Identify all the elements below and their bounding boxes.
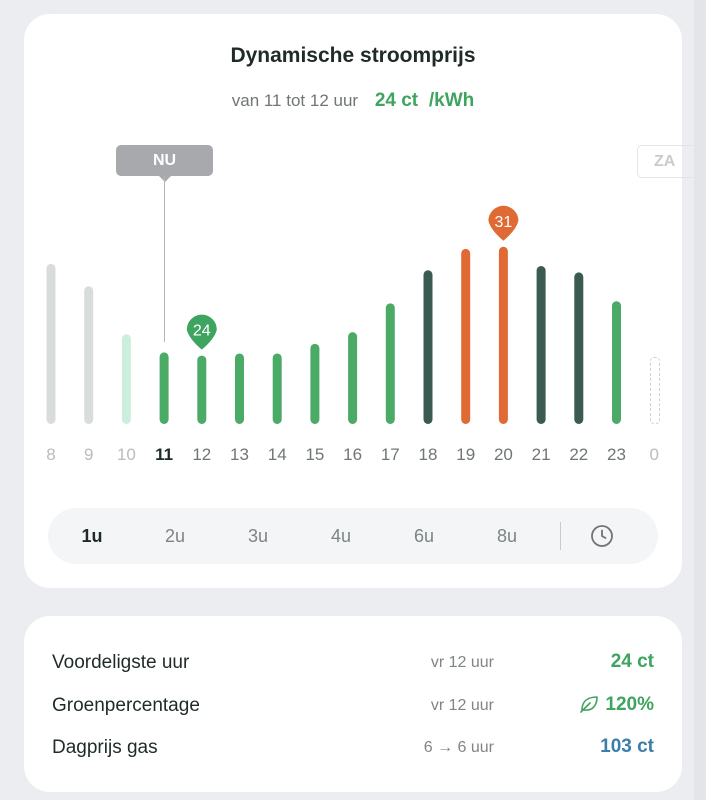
info-value: 103 ct [600,736,654,757]
info-label: Voordeligste uur [52,652,190,673]
info-label: Groenpercentage [52,695,200,716]
now-marker-line [164,176,165,342]
tick-label-8: 8 [46,445,55,464]
bar-11[interactable] [159,352,169,424]
tick-label-14: 14 [268,445,287,464]
info-time: vr 12 uur [430,697,494,714]
bar-15[interactable] [310,343,320,424]
tick-label-10: 10 [117,445,136,464]
tick-label-9: 9 [84,445,93,464]
bar-20[interactable] [498,246,508,424]
bar-18[interactable] [423,270,433,424]
price-max-pin: 31 [488,205,519,241]
leaf-icon [580,696,599,713]
subtitle-unit: /kWh [428,90,475,111]
tick-label-0: 0 [649,445,658,464]
price-min-pin: 24 [186,314,217,350]
bar-23[interactable] [612,301,621,424]
info-value-green: 120% [579,694,654,716]
tab-6u[interactable]: 6u [413,526,435,546]
info-card: Voordeligste uur vr 12 uur 24 ct Groenpe… [24,616,682,792]
card-subtitle: van 11 tot 12 uur 24 ct /kWh [24,90,682,112]
bar-19[interactable] [461,248,471,424]
tick-label-21: 21 [532,445,551,464]
tick-label-11: 11 [155,445,173,464]
clock-icon[interactable] [590,524,614,548]
price-card: Dynamische stroomprijs van 11 tot 12 uur… [24,14,697,588]
info-row-gas: Dagprijs gas 6 → 6 uur 103 ct [24,733,682,763]
duration-tabs: 1u 2u 3u 4u 6u 8u [48,508,658,564]
tick-label-13: 13 [230,445,249,464]
info-label: Dagprijs gas [52,737,158,758]
info-row-cheapest: Voordeligste uur vr 12 uur 24 ct [24,648,682,678]
tick-label-20: 20 [494,445,513,464]
bar-10[interactable] [121,334,131,424]
bar-9[interactable] [84,286,94,424]
price-chart[interactable]: 8 9 10 11 12 13 14 15 16 17 18 19 20 21 22 23 0 24 31 [24,14,682,474]
tick-label-23: 23 [607,445,626,464]
bar-22[interactable] [574,272,584,424]
tab-8u[interactable]: 8u [496,526,518,546]
subtitle-price: 24 ct [374,90,419,111]
tick-label-16: 16 [343,445,362,464]
tick-label-18: 18 [419,445,438,464]
info-value: 24 ct [610,651,654,672]
bar-12[interactable] [197,355,207,424]
tab-1u[interactable]: 1u [81,526,103,546]
tick-label-22: 22 [569,445,588,464]
bar-16[interactable] [348,332,358,424]
tick-label-15: 15 [305,445,324,464]
tab-3u[interactable]: 3u [247,526,269,546]
bar-14[interactable] [272,353,282,424]
bar-13[interactable] [235,353,244,424]
info-time: 6 → 6 uur [423,739,494,756]
info-row-green: Groenpercentage vr 12 uur 120% [24,691,682,721]
info-time: vr 12 uur [430,654,494,671]
tab-2u[interactable]: 2u [164,526,186,546]
bar-placeholder-0 [650,357,660,424]
info-value: 120% [605,694,654,715]
bar-21[interactable] [536,266,546,424]
bar-8[interactable] [46,263,56,424]
now-marker-label: NU [116,145,213,182]
tab-divider [560,522,561,550]
tick-label-19: 19 [456,445,475,464]
tab-4u[interactable]: 4u [330,526,352,546]
price-min-pin-label: 24 [193,323,211,340]
card-title: Dynamische stroomprijs [230,44,476,67]
bar-17[interactable] [385,303,395,424]
price-max-pin-label: 31 [495,214,513,231]
tick-label-12: 12 [192,445,211,464]
scroll-edge [694,0,706,800]
subtitle-range: van 11 tot 12 uur [231,91,359,110]
next-day-label[interactable]: ZA [637,145,697,178]
tick-label-17: 17 [381,445,400,464]
